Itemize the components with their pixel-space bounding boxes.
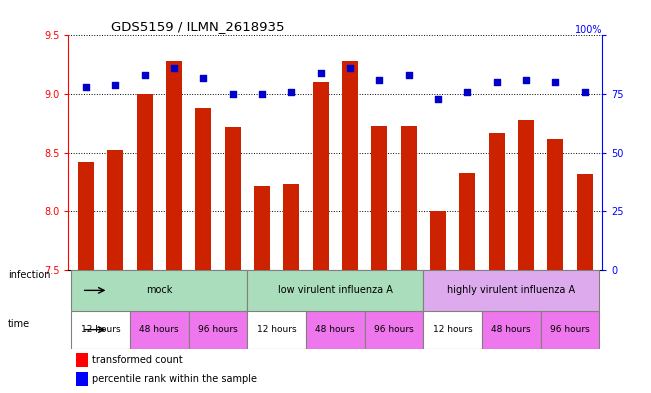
- Bar: [371, 126, 387, 270]
- Bar: [247, 270, 423, 310]
- Point: [227, 91, 238, 97]
- Bar: [400, 126, 417, 270]
- Bar: [225, 127, 241, 270]
- Text: time: time: [8, 319, 30, 329]
- Bar: [459, 173, 475, 270]
- Point: [256, 91, 267, 97]
- Point: [492, 79, 502, 86]
- Point: [110, 81, 120, 88]
- Point: [315, 70, 326, 76]
- Bar: [482, 310, 540, 349]
- Text: percentile rank within the sample: percentile rank within the sample: [92, 374, 257, 384]
- Bar: [137, 94, 153, 270]
- Bar: [518, 120, 534, 270]
- Point: [521, 77, 531, 83]
- Bar: [130, 310, 189, 349]
- Point: [462, 88, 473, 95]
- Bar: [72, 310, 130, 349]
- Point: [404, 72, 414, 79]
- Bar: [254, 185, 270, 270]
- Point: [81, 84, 91, 90]
- Bar: [423, 270, 599, 310]
- Bar: [488, 133, 505, 270]
- Bar: [342, 61, 358, 270]
- Text: 12 hours: 12 hours: [81, 325, 120, 334]
- Text: 48 hours: 48 hours: [492, 325, 531, 334]
- Bar: [195, 108, 212, 270]
- Text: 48 hours: 48 hours: [316, 325, 355, 334]
- Point: [374, 77, 385, 83]
- Point: [579, 88, 590, 95]
- Text: GDS5159 / ILMN_2618935: GDS5159 / ILMN_2618935: [111, 20, 284, 33]
- Bar: [189, 310, 247, 349]
- Text: 12 hours: 12 hours: [433, 325, 473, 334]
- Bar: [247, 310, 306, 349]
- Point: [550, 79, 561, 86]
- Point: [169, 65, 179, 72]
- Text: 12 hours: 12 hours: [256, 325, 296, 334]
- Bar: [365, 310, 423, 349]
- Point: [139, 72, 150, 79]
- Text: 96 hours: 96 hours: [550, 325, 590, 334]
- Text: 96 hours: 96 hours: [198, 325, 238, 334]
- Bar: [76, 353, 88, 367]
- Text: infection: infection: [8, 270, 50, 280]
- Point: [198, 75, 208, 81]
- Bar: [283, 184, 299, 270]
- Text: 96 hours: 96 hours: [374, 325, 414, 334]
- Point: [345, 65, 355, 72]
- Bar: [166, 61, 182, 270]
- Text: 100%: 100%: [575, 26, 602, 35]
- Bar: [306, 310, 365, 349]
- Bar: [312, 83, 329, 270]
- Text: mock: mock: [146, 285, 173, 296]
- Point: [433, 95, 443, 102]
- Bar: [540, 310, 599, 349]
- Bar: [107, 151, 123, 270]
- Text: highly virulent influenza A: highly virulent influenza A: [447, 285, 575, 296]
- Text: transformed count: transformed count: [92, 354, 183, 365]
- Bar: [547, 139, 563, 270]
- Bar: [72, 270, 247, 310]
- Bar: [78, 162, 94, 270]
- Text: 48 hours: 48 hours: [139, 325, 179, 334]
- Bar: [423, 310, 482, 349]
- Point: [286, 88, 296, 95]
- Bar: [430, 211, 446, 270]
- Text: low virulent influenza A: low virulent influenza A: [278, 285, 393, 296]
- Bar: [577, 174, 592, 270]
- Bar: [76, 372, 88, 386]
